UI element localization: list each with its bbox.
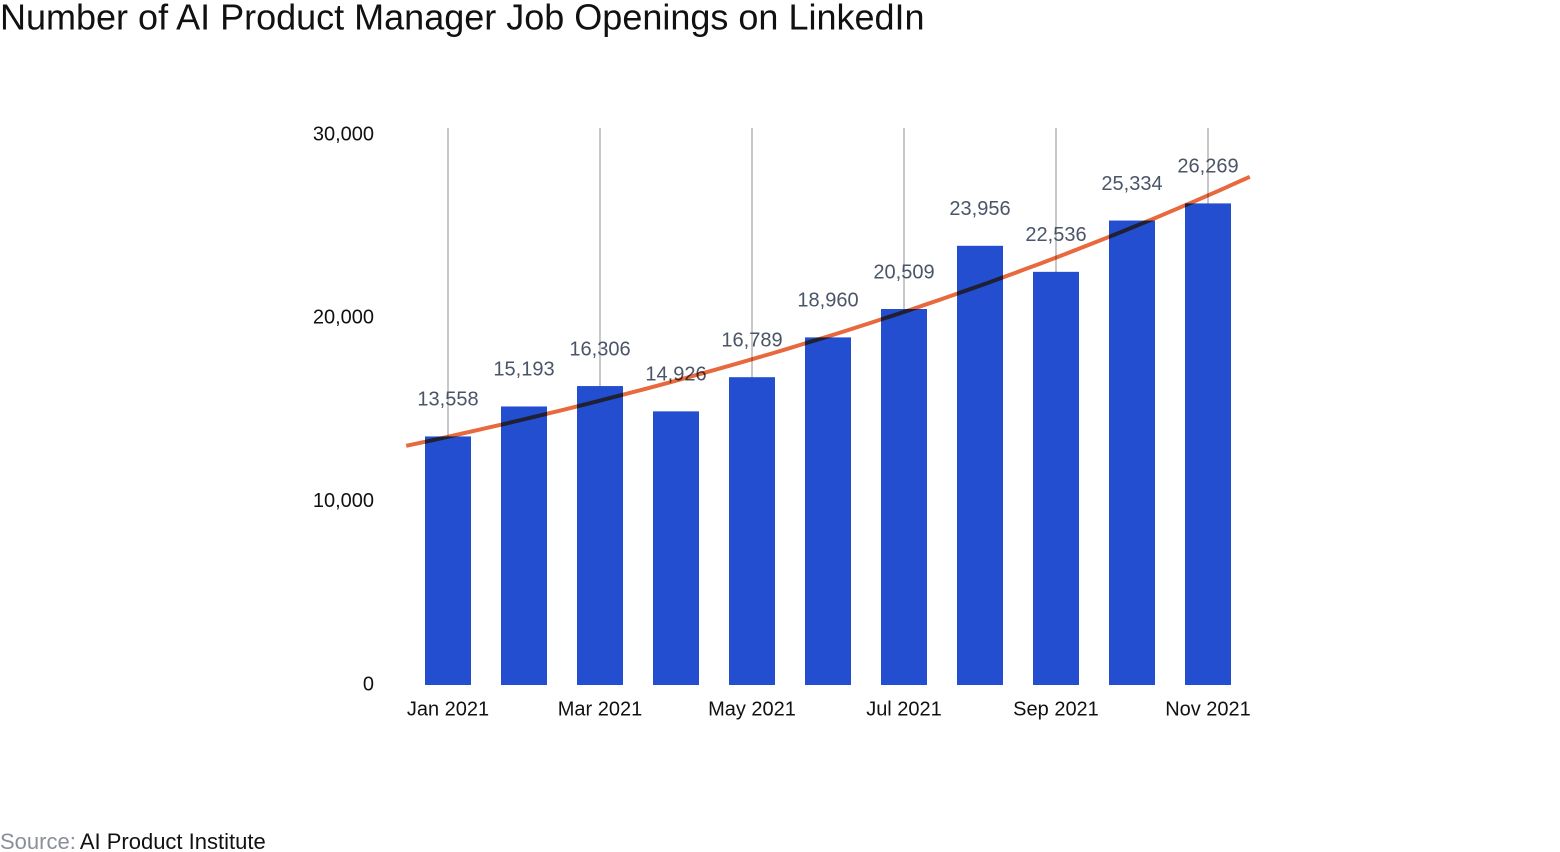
x-tick-label: Jul 2021 xyxy=(866,698,942,720)
value-label: 16,789 xyxy=(721,329,782,351)
source-name: AI Product Institute xyxy=(80,829,266,852)
bar xyxy=(653,411,699,685)
y-tick-label: 30,000 xyxy=(313,123,374,145)
bar xyxy=(577,386,623,685)
value-label: 13,558 xyxy=(417,389,478,411)
x-tick-label: Jan 2021 xyxy=(407,698,489,720)
value-label: 22,536 xyxy=(1025,224,1086,246)
y-tick-label: 0 xyxy=(363,673,374,695)
value-label: 15,193 xyxy=(493,359,554,381)
value-label: 20,509 xyxy=(873,261,934,283)
trend-line xyxy=(405,174,1251,448)
value-label: 25,334 xyxy=(1101,173,1162,195)
bar xyxy=(1109,220,1155,685)
bar xyxy=(957,245,1003,685)
x-tick-label: May 2021 xyxy=(708,698,796,720)
chart-title: Number of AI Product Manager Job Opening… xyxy=(0,0,925,38)
y-tick-label: 20,000 xyxy=(313,307,374,329)
x-tick-label: Nov 2021 xyxy=(1165,698,1251,720)
x-tick-label: Mar 2021 xyxy=(558,698,643,720)
bar xyxy=(1033,271,1079,685)
bar xyxy=(805,337,851,685)
value-label: 26,269 xyxy=(1177,156,1238,178)
bar xyxy=(729,377,775,685)
x-tick-label: Sep 2021 xyxy=(1013,698,1099,720)
value-label: 14,926 xyxy=(645,364,706,386)
bar xyxy=(501,406,547,685)
y-tick-label: 10,000 xyxy=(313,490,374,512)
bar xyxy=(881,309,927,685)
value-label: 23,956 xyxy=(949,198,1010,220)
source: Source: AI Product Institute xyxy=(0,829,266,852)
source-label: Source: xyxy=(0,829,76,852)
bar xyxy=(1185,203,1231,685)
value-label: 16,306 xyxy=(569,338,630,360)
bar xyxy=(425,436,471,685)
value-label: 18,960 xyxy=(797,290,858,312)
